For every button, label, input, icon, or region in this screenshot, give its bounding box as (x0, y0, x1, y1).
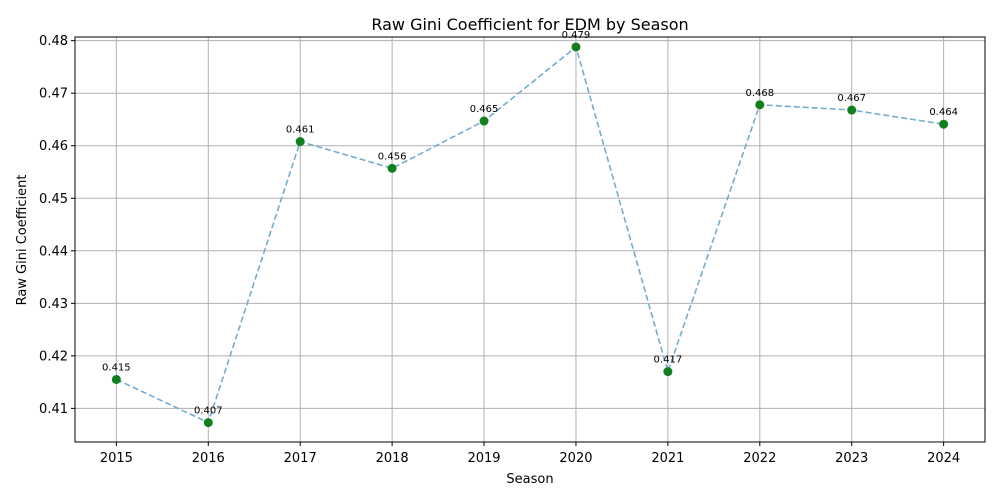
data-point (295, 137, 305, 147)
x-tick-label: 2021 (651, 451, 684, 466)
grid (75, 37, 985, 442)
data-point (203, 418, 213, 428)
x-tick-label: 2016 (192, 451, 225, 466)
data-point (111, 374, 121, 384)
plot-frame (74, 36, 986, 443)
x-tick-label: 2015 (100, 451, 133, 466)
data-point (755, 100, 765, 110)
data-label: 0.461 (286, 125, 315, 136)
x-axis-title: Season (506, 472, 553, 487)
y-tick-label: 0.46 (39, 139, 68, 154)
data-label: 0.407 (194, 406, 223, 417)
y-tick-label: 0.47 (39, 87, 68, 102)
data-point (571, 42, 581, 52)
x-tick-label: 2022 (743, 451, 776, 466)
x-tick-label: 2017 (284, 451, 317, 466)
x-tick-label: 2023 (835, 451, 868, 466)
x-axis-ticks: 2015 2016 2017 2018 2019 2020 2021 2022 2023 2024 (100, 442, 960, 466)
series-line (116, 45, 944, 424)
y-tick-label: 0.44 (39, 244, 68, 259)
y-tick-label: 0.41 (39, 402, 68, 417)
y-tick-label: 0.42 (39, 349, 68, 364)
y-axis-ticks: 0.41 0.42 0.43 0.44 0.45 0.46 0.47 0.48 (39, 34, 75, 417)
data-point (387, 163, 397, 173)
x-tick-label: 2020 (559, 451, 592, 466)
data-label: 0.464 (929, 107, 958, 118)
data-point (663, 367, 673, 377)
data-label: 0.465 (470, 104, 499, 115)
y-tick-label: 0.48 (39, 34, 68, 49)
x-tick-label: 2019 (467, 451, 500, 466)
series (111, 42, 949, 428)
data-label: 0.456 (378, 151, 407, 162)
y-axis-title: Raw Gini Coefficient (15, 175, 30, 306)
data-label: 0.479 (562, 30, 591, 41)
x-tick-label: 2018 (376, 451, 409, 466)
chart-title: Raw Gini Coefficient for EDM by Season (371, 15, 688, 34)
data-point (479, 116, 489, 126)
data-point (939, 119, 949, 129)
y-tick-label: 0.45 (39, 192, 68, 207)
x-tick-label: 2024 (927, 451, 960, 466)
data-labels: 0.415 0.407 0.461 0.456 0.465 0.479 0.417 0.468… (102, 30, 958, 417)
data-label: 0.417 (654, 355, 683, 366)
data-label: 0.467 (837, 93, 866, 104)
data-label: 0.468 (745, 88, 774, 99)
data-point (847, 105, 857, 115)
data-label: 0.415 (102, 362, 131, 373)
y-tick-label: 0.43 (39, 297, 68, 312)
